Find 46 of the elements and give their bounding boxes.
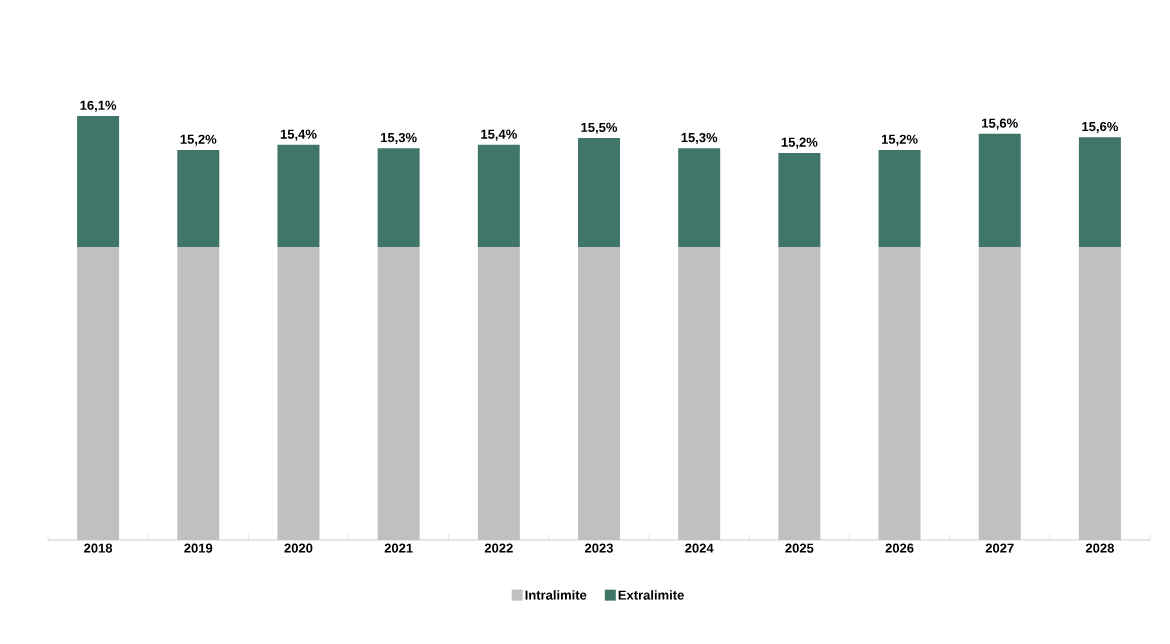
bar <box>1078 247 1121 540</box>
x-tick-label: 2024 <box>685 543 714 553</box>
annotation: 15,2% <box>881 134 918 146</box>
x-tick-label: 2028 <box>1085 543 1114 553</box>
bar <box>678 247 721 540</box>
annotation: 15,2% <box>180 134 217 146</box>
x-tick-label: 2020 <box>284 543 313 553</box>
bar <box>878 149 921 248</box>
bar <box>978 133 1021 248</box>
bar <box>177 247 220 540</box>
bar <box>377 148 420 248</box>
bar <box>77 116 120 248</box>
annotation: 15,6% <box>1082 121 1118 134</box>
bar <box>77 247 120 540</box>
x-tick-label: 2027 <box>985 543 1014 553</box>
x-tick-label: 2025 <box>785 543 814 553</box>
x-tick-label: 2022 <box>484 543 513 553</box>
bar <box>978 247 1021 540</box>
bar <box>177 149 220 248</box>
x-tick-label: 2019 <box>184 543 213 553</box>
bar <box>778 247 821 540</box>
annotation: 15,3% <box>381 132 417 145</box>
bar <box>578 138 621 248</box>
annotation: 16,1% <box>80 100 117 112</box>
bar <box>678 148 721 248</box>
bar <box>377 247 420 540</box>
annotation: 15,3% <box>681 132 718 145</box>
x-tick-label: 2026 <box>885 543 914 553</box>
annotation: 15,4% <box>280 129 317 141</box>
annotation: 15,5% <box>581 122 618 134</box>
legend-label: Extralimite <box>618 590 684 600</box>
annotation: 15,6% <box>982 118 1018 130</box>
x-tick-label: 2018 <box>84 543 113 553</box>
bar <box>477 247 520 540</box>
bar <box>477 144 520 248</box>
bar <box>878 247 921 540</box>
x-tick-label: 2023 <box>585 543 613 553</box>
legend-label: Intralimite <box>525 590 587 600</box>
bar <box>277 247 320 540</box>
annotation: 15,4% <box>481 129 517 141</box>
x-tick-label: 2021 <box>384 543 413 553</box>
bar <box>578 247 621 540</box>
bar <box>277 144 320 248</box>
bar <box>778 152 821 248</box>
annotation: 15,2% <box>781 137 818 149</box>
bar <box>1078 137 1121 248</box>
